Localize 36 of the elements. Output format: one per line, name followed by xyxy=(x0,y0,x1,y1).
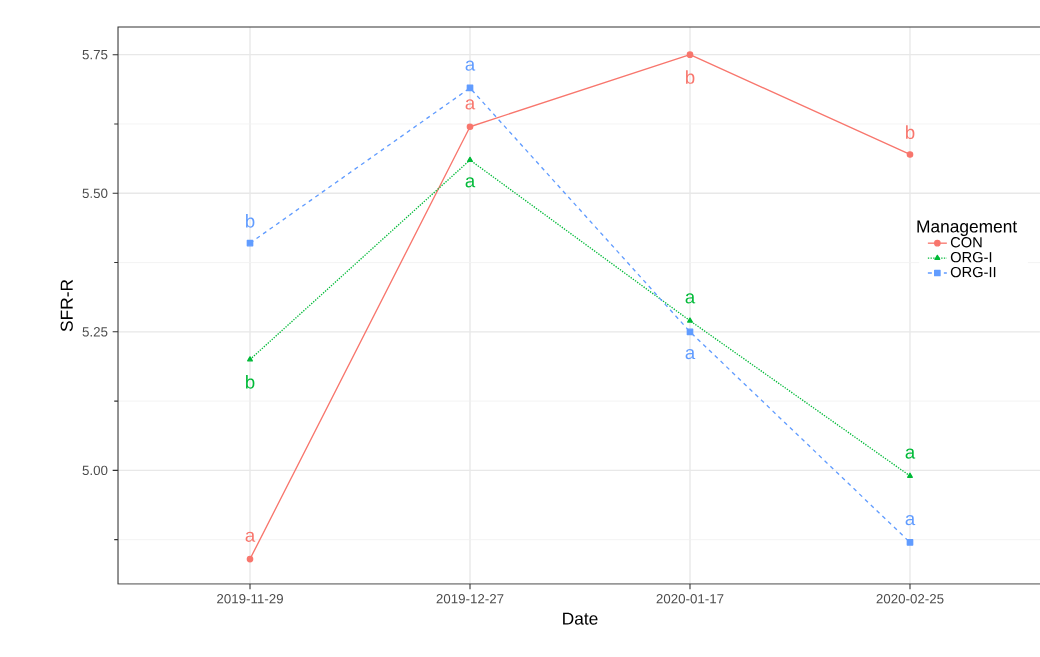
data-label: a xyxy=(245,531,256,542)
data-label: b xyxy=(686,70,695,84)
point xyxy=(906,151,914,158)
point xyxy=(686,328,694,336)
x-tick-label: 2019-12-27 xyxy=(436,594,504,604)
data-label: a xyxy=(685,348,696,360)
data-label: a xyxy=(685,293,696,304)
y-tick-label: 5.50 xyxy=(82,188,108,198)
point xyxy=(467,156,473,163)
x-tick-label: 2019-11-29 xyxy=(217,594,283,604)
point xyxy=(466,123,474,131)
data-label: a xyxy=(905,448,916,459)
point xyxy=(247,356,253,362)
legend-label: CON xyxy=(950,237,982,248)
data-label: a xyxy=(465,177,476,188)
point xyxy=(246,555,254,563)
legend-label: ORG-I xyxy=(950,251,992,263)
y-tick-label: 5.25 xyxy=(82,327,108,337)
point xyxy=(907,472,913,478)
legend-title: Management xyxy=(917,220,1018,236)
y-axis-title: SFR-R xyxy=(60,279,73,332)
data-label: b xyxy=(246,374,255,389)
x-tick-label: 2020-02-25 xyxy=(876,594,944,604)
point xyxy=(687,317,693,323)
data-label: b xyxy=(906,125,915,140)
y-tick-label: 5.00 xyxy=(82,465,108,476)
point xyxy=(906,539,914,546)
data-label: b xyxy=(246,214,255,228)
x-tick-label: 2020-01-17 xyxy=(656,594,724,604)
legend-label: ORG-II xyxy=(950,266,996,278)
data-label: a xyxy=(465,60,476,71)
x-axis-title: Date xyxy=(563,612,598,625)
y-tick-label: 5.75 xyxy=(82,50,108,60)
point xyxy=(686,51,694,59)
data-label: a xyxy=(905,515,916,526)
data-label: a xyxy=(465,99,476,110)
